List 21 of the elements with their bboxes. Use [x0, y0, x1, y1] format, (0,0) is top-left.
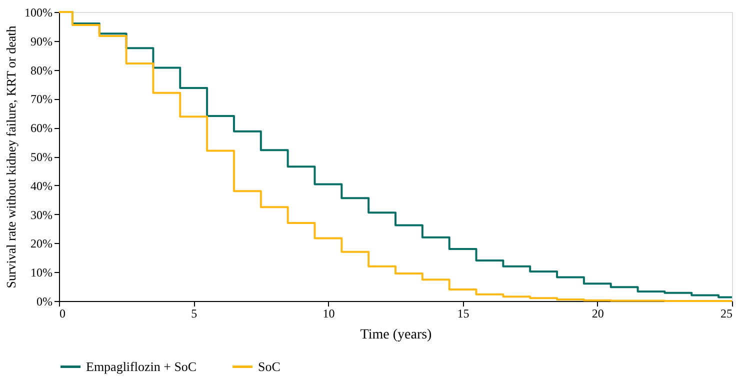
x-axis-title: Time (years)	[360, 328, 432, 342]
x-tick-label: 0	[60, 306, 66, 320]
y-tick-label: 40%	[30, 178, 52, 193]
legend-label: Empagliflozin + SoC	[86, 358, 197, 374]
x-tick-label: 5	[191, 306, 198, 320]
y-tick-label: 100%	[24, 6, 52, 20]
y-tick-label: 0%	[36, 294, 52, 308]
y-tick-label: 10%	[30, 266, 52, 280]
legend-label: SoC	[258, 358, 280, 374]
y-tick-label: 60%	[30, 121, 52, 136]
y-tick-label: 90%	[30, 34, 52, 48]
y-tick-label: 20%	[30, 236, 52, 251]
y-tick-label: 80%	[30, 63, 52, 78]
x-tick-label: 25	[720, 306, 732, 320]
x-tick-label: 10	[322, 306, 335, 320]
y-tick-label: 30%	[30, 208, 52, 222]
y-tick-label: 70%	[30, 92, 52, 106]
x-tick-label: 15	[457, 306, 470, 320]
y-tick-label: 50%	[30, 150, 52, 164]
y-axis-title: Survival rate without kidney failure, KRT or death	[4, 25, 19, 288]
x-tick-label: 20	[592, 306, 604, 320]
